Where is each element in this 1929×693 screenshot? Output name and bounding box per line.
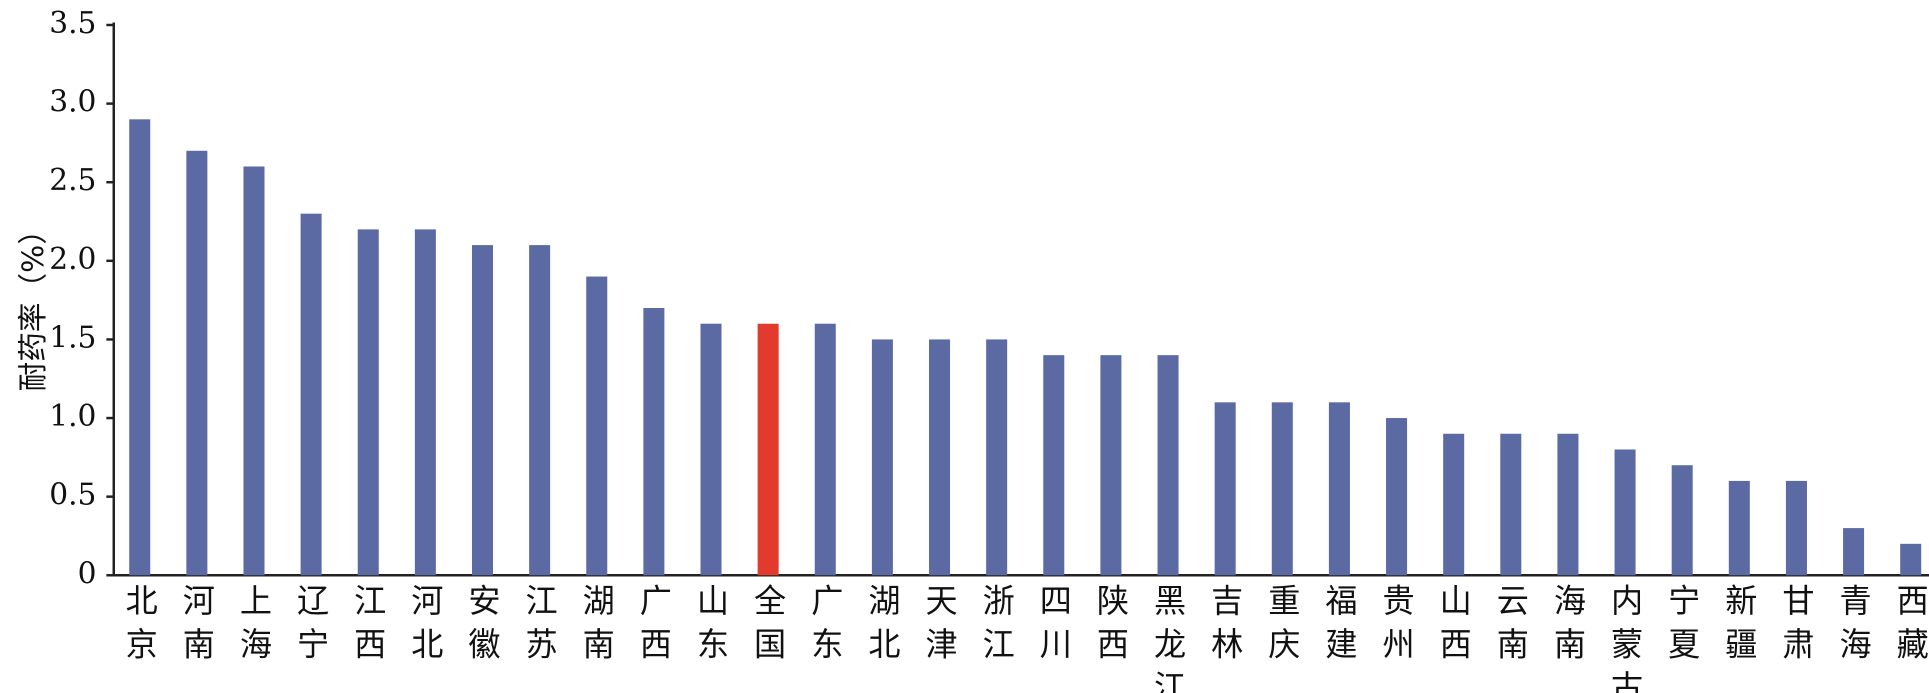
x-tick-label: 青海	[1835, 584, 1873, 671]
bar	[929, 339, 951, 576]
x-tick-label: 广东	[806, 584, 844, 671]
x-tick-label: 全国	[749, 584, 787, 671]
x-tick-label: 湖北	[863, 584, 901, 671]
x-tick-label: 重庆	[1263, 584, 1301, 671]
y-tick-label: 1.5	[49, 319, 96, 354]
y-axis-label: 耐药率（%）	[15, 215, 50, 391]
x-tick-label: 内蒙古	[1606, 584, 1644, 693]
x-tick-label: 山东	[692, 584, 730, 671]
y-tick-label: 3.5	[49, 5, 96, 40]
y-tick-label: 0.5	[49, 477, 96, 512]
bar	[1271, 402, 1293, 576]
bar	[1386, 418, 1408, 576]
x-tick-label: 江西	[349, 584, 387, 671]
x-tick-label: 天津	[921, 584, 959, 671]
bar	[1443, 433, 1465, 576]
x-tick-label: 浙江	[978, 584, 1016, 671]
x-tick-label: 新疆	[1720, 584, 1758, 671]
bar	[1614, 449, 1636, 576]
x-tick-label: 黑龙江	[1149, 584, 1187, 693]
bar	[643, 307, 665, 576]
bar	[529, 245, 551, 576]
x-tick-label: 宁夏	[1663, 584, 1701, 671]
x-tick-label: 贵州	[1378, 584, 1416, 671]
x-tick-label: 四川	[1035, 584, 1073, 671]
x-tick-label: 云南	[1492, 584, 1530, 671]
y-tick-label: 3.0	[49, 84, 96, 119]
bar	[1728, 480, 1750, 576]
x-tick-label: 山西	[1435, 584, 1473, 671]
bar	[700, 323, 722, 576]
bar	[1157, 355, 1179, 576]
bar	[757, 323, 779, 576]
bar	[1671, 465, 1693, 576]
x-tick-label: 北京	[121, 584, 159, 671]
bar	[1500, 433, 1522, 576]
bar	[1328, 402, 1350, 576]
bar	[1214, 402, 1236, 576]
x-tick-label: 上海	[235, 584, 273, 671]
bar	[1100, 355, 1122, 576]
bar	[357, 229, 379, 576]
x-tick-label: 安徽	[463, 584, 501, 671]
x-tick-label: 福建	[1320, 584, 1358, 671]
x-tick-label: 江苏	[521, 584, 559, 671]
bar	[186, 150, 208, 576]
bar	[586, 276, 608, 576]
bar	[129, 119, 151, 576]
bar	[1785, 480, 1807, 576]
bar	[1557, 433, 1579, 576]
x-tick-label: 广西	[635, 584, 673, 671]
bar	[1843, 528, 1865, 576]
x-tick-label: 湖南	[578, 584, 616, 671]
y-tick-label: 2.0	[49, 241, 96, 276]
bar	[871, 339, 893, 576]
bar	[814, 323, 836, 576]
bar	[414, 229, 436, 576]
x-tick-label: 陕西	[1092, 584, 1130, 671]
bar	[986, 339, 1008, 576]
bar	[1900, 543, 1922, 576]
x-tick-label: 吉林	[1206, 584, 1244, 671]
y-tick-label: 0	[78, 555, 97, 590]
x-tick-label: 河南	[178, 584, 216, 671]
x-tick-label: 河北	[406, 584, 444, 671]
x-tick-label: 海南	[1549, 584, 1587, 671]
x-tick-label: 辽宁	[292, 584, 330, 671]
y-tick-label: 1.0	[49, 398, 96, 433]
bar	[243, 166, 265, 576]
y-tick-label: 2.5	[49, 162, 96, 197]
bar	[300, 213, 322, 576]
bar	[471, 245, 494, 576]
x-tick-label: 甘肃	[1777, 584, 1815, 671]
x-tick-label: 西藏	[1892, 584, 1929, 671]
bar	[1043, 355, 1065, 576]
